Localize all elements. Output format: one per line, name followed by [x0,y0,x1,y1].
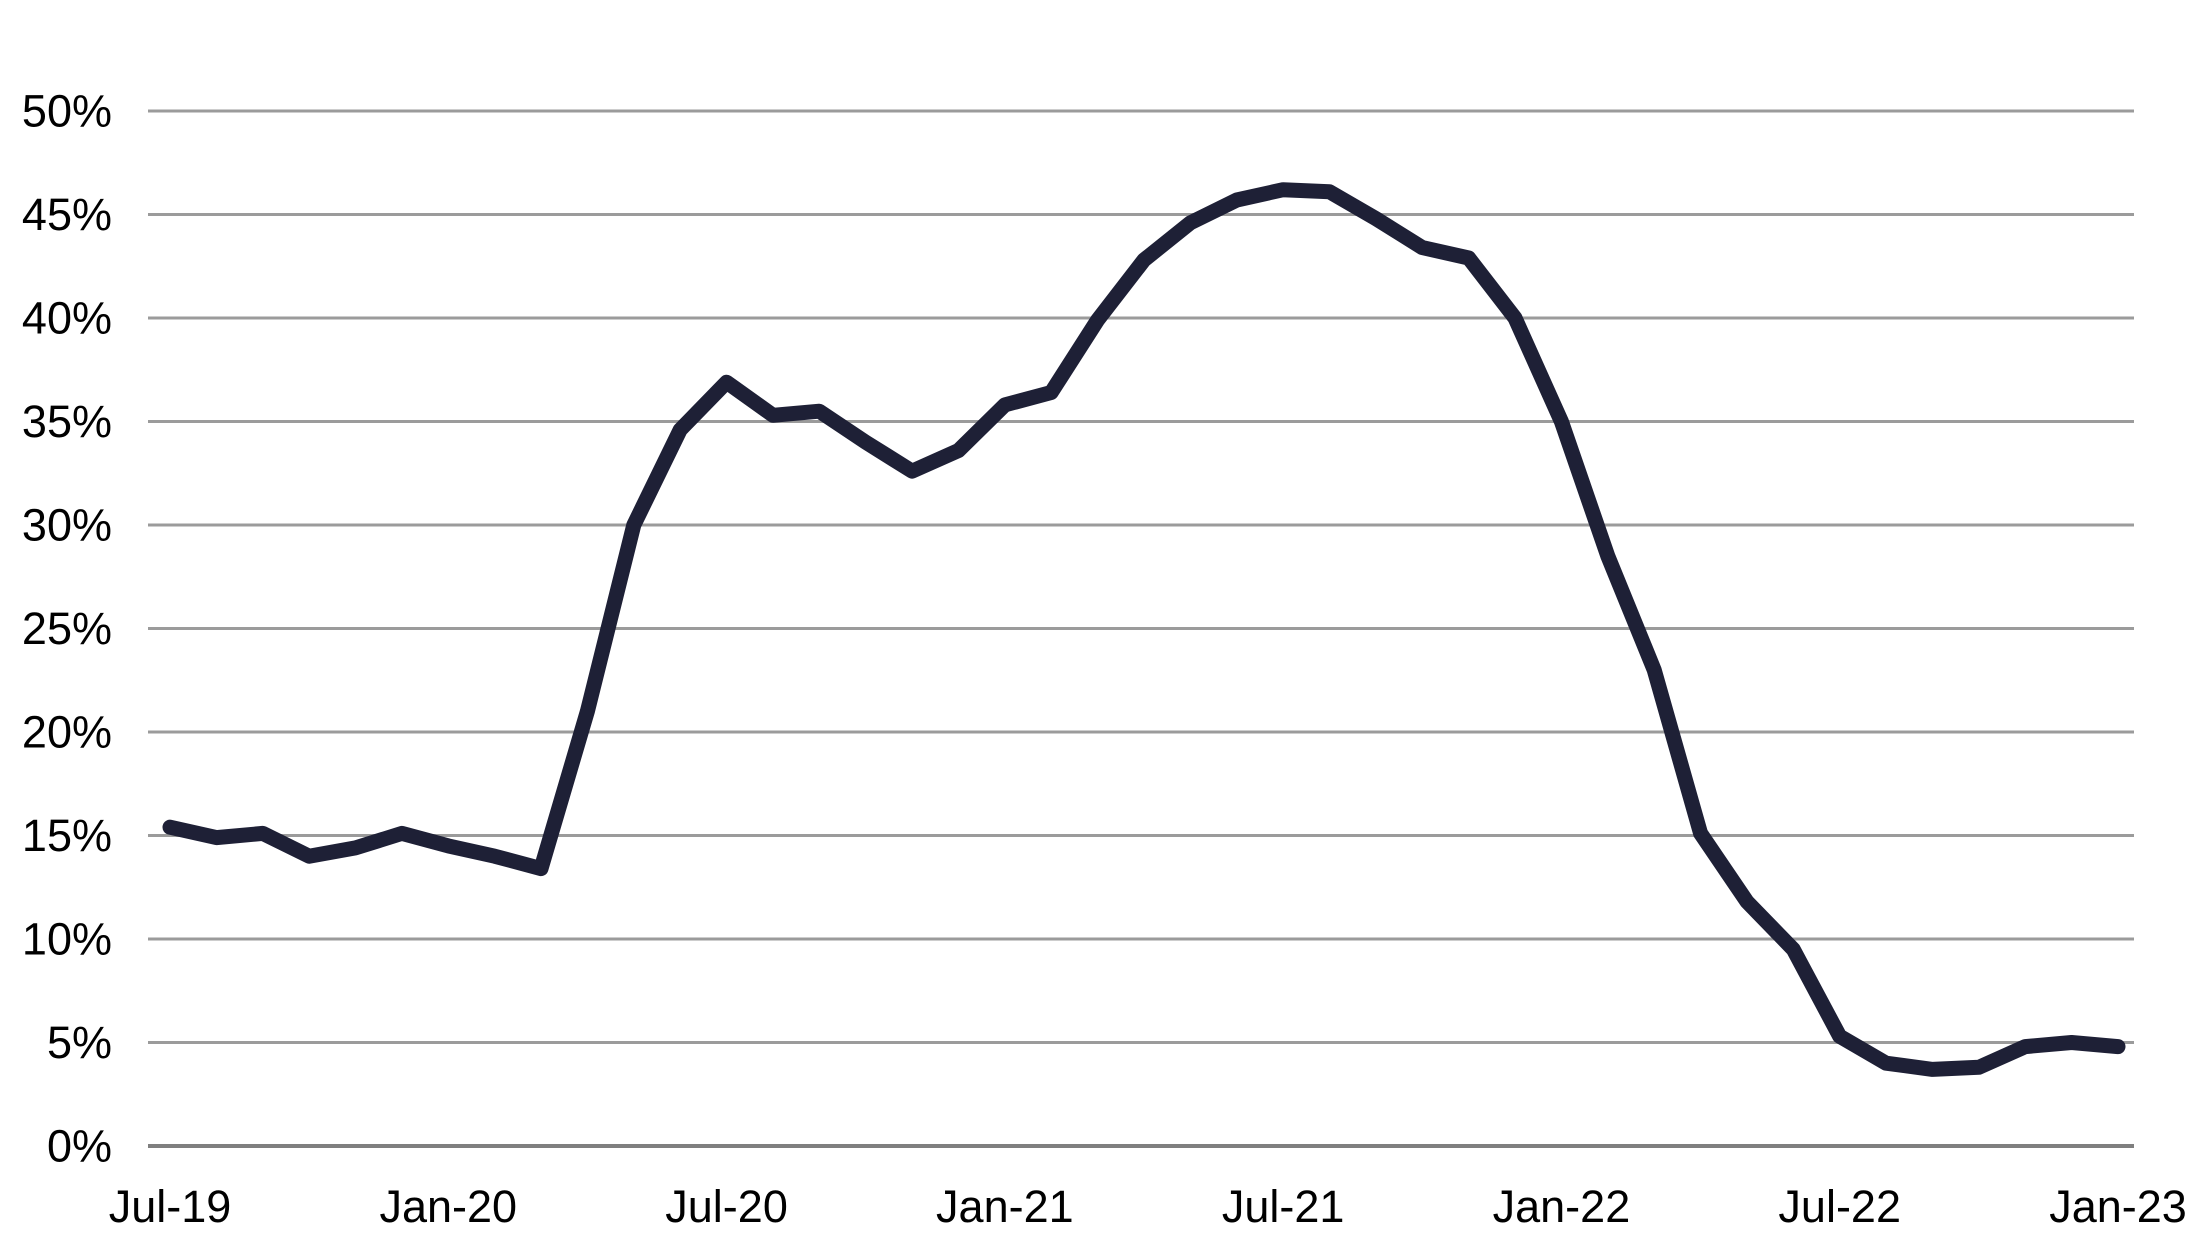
y-tick-label: 25% [22,603,112,654]
data-series [162,182,2126,1077]
y-axis-labels: 0% 5% 10% 15% 20% 25% 30% 35% 40% 45% 50% [22,86,112,1172]
y-tick-label: 15% [22,810,112,861]
x-tick-label: Jul-19 [109,1181,232,1232]
data-series-line [162,182,2126,1077]
gridlines [148,109,2134,1148]
x-tick-label: Jul-20 [665,1181,788,1232]
y-tick-label: 45% [22,189,112,240]
y-tick-label: 40% [22,293,112,344]
y-tick-label: 35% [22,396,112,447]
y-tick-label: 20% [22,707,112,758]
y-tick-label: 0% [47,1121,112,1172]
x-tick-label: Jan-23 [2049,1181,2187,1232]
x-axis-labels: Jul-19 Jan-20 Jul-20 Jan-21 Jul-21 Jan-22 Jul-… [109,1181,2187,1232]
x-tick-label: Jul-21 [1222,1181,1345,1232]
x-tick-label: Jan-21 [936,1181,1074,1232]
y-tick-label: 10% [22,914,112,965]
y-tick-label: 5% [47,1017,112,1068]
x-tick-label: Jan-22 [1493,1181,1631,1232]
x-tick-label: Jul-22 [1778,1181,1901,1232]
y-tick-label: 50% [22,86,112,137]
x-tick-label: Jan-20 [379,1181,517,1232]
y-tick-label: 30% [22,500,112,551]
